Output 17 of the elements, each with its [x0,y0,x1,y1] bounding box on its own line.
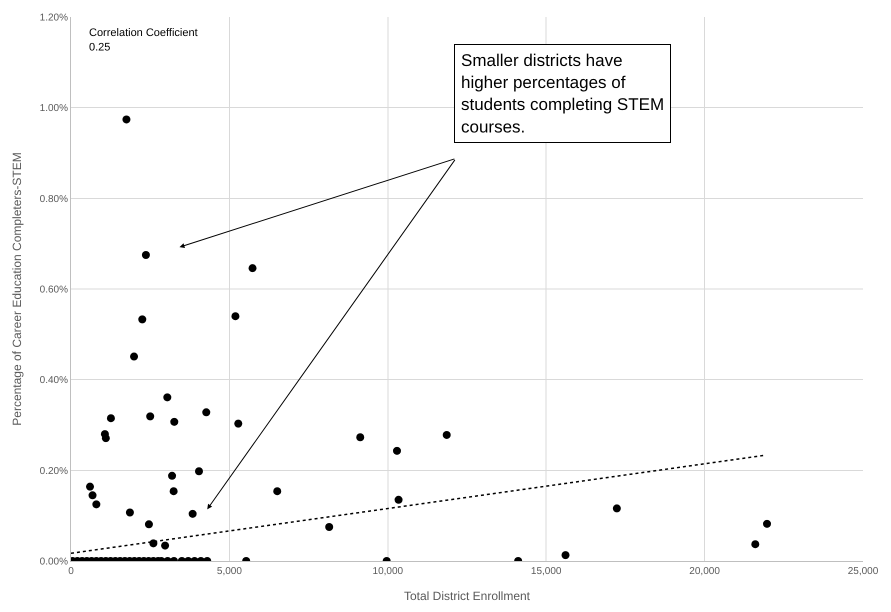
annotation: Smaller districts have higher percentages of students completing STEM courses. [461,51,664,136]
x-tick-label: 5,000 [216,566,242,577]
y-tick-label: 0.00% [40,556,68,568]
y-tick-label: 0.20% [40,466,68,477]
y-tick-label: 0.80% [40,194,68,205]
y-axis-title: Percentage of Career Education Completers-STEM [10,152,24,426]
x-tick-label: 20,000 [689,566,720,577]
x-tick-label: 0 [68,566,74,577]
x-tick-label: 15,000 [530,566,562,577]
x-axis-title: Total District Enrollment [404,588,531,603]
y-tick-label: 1.20% [40,12,68,24]
x-tick-label: 25,000 [848,566,879,577]
y-tick-label: 0.40% [40,375,68,386]
y-tick-label: 0.60% [40,284,68,296]
y-tick-label: 1.00% [40,103,68,114]
annotation: Correlation Coefficient 0.25 [89,27,198,54]
x-tick-label: 10,000 [372,566,404,577]
